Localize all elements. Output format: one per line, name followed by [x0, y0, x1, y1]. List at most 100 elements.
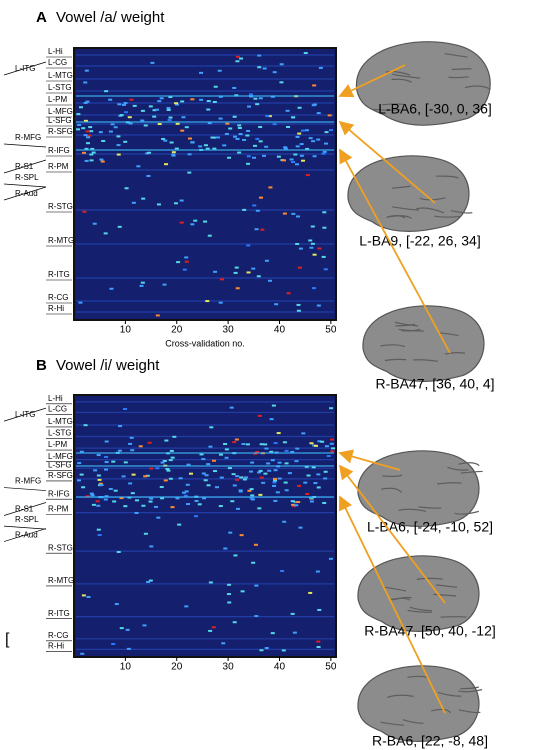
region-label: L-SFG	[48, 116, 72, 125]
brain-label: R-BA47, [36, 40, 4]	[375, 376, 494, 392]
heatmap-cell	[316, 640, 321, 643]
heatmap-cell	[98, 482, 103, 485]
x-tick-label: 10	[120, 662, 132, 673]
heatmap-cell	[272, 481, 277, 484]
heatmap-cell	[89, 159, 94, 162]
heatmap-cell	[323, 470, 328, 473]
heatmap-cell	[90, 147, 95, 150]
heatmap-cell	[275, 491, 280, 494]
heatmap-cell	[104, 495, 109, 498]
heatmap-cell	[305, 174, 310, 177]
heatmap-cell	[271, 404, 276, 407]
heatmap-cell	[263, 472, 268, 475]
heatmap-cell	[227, 467, 232, 470]
heatmap-cell	[219, 476, 224, 479]
heatmap-cell	[280, 569, 285, 572]
heatmap-cell	[258, 126, 263, 129]
heatmap-cell	[174, 147, 179, 150]
heatmap-cell	[247, 489, 252, 492]
heatmap-cell	[121, 103, 126, 106]
heatmap-cell	[103, 232, 108, 235]
heatmap-cell	[152, 109, 157, 112]
heatmap-cell	[259, 649, 264, 652]
heatmap-cell	[148, 579, 153, 582]
brain-sulcus	[437, 691, 462, 697]
brain-sulcus	[401, 328, 421, 332]
region-label: R-PM	[48, 505, 69, 514]
heatmap-cell	[316, 486, 321, 489]
heatmap-cell	[190, 98, 195, 101]
heatmap-cell	[309, 500, 314, 503]
heatmap-cell	[308, 137, 313, 140]
heatmap-cell	[284, 462, 289, 465]
heatmap-cell	[264, 447, 269, 450]
heatmap-cell	[163, 479, 168, 482]
heatmap-cell	[301, 159, 306, 162]
heatmap-cell	[98, 131, 103, 134]
heatmap-cell	[235, 55, 240, 58]
heatmap-cell	[330, 450, 335, 453]
outer-region-rule	[3, 61, 47, 76]
heatmap-cell	[277, 461, 282, 464]
heatmap-cell	[79, 473, 84, 476]
heatmap-cell	[246, 271, 251, 274]
heatmap-cell	[81, 127, 86, 130]
heatmap-cell	[83, 424, 88, 427]
heatmap-cell	[316, 645, 321, 648]
heatmap-cell	[317, 247, 322, 250]
heatmap-cell	[235, 287, 240, 290]
heatmap-cell	[242, 478, 247, 481]
heatmap-cell	[96, 528, 101, 531]
heatmap-cell	[306, 474, 311, 477]
heatmap-cell	[326, 455, 331, 458]
heatmap-cell	[311, 140, 316, 143]
heatmap-cell	[254, 584, 259, 587]
heatmap-cell	[284, 449, 289, 452]
brain-label: R-BA47, [50, 40, -12]	[364, 623, 496, 639]
region-label: R-SFG	[48, 471, 73, 480]
heatmap-cell	[244, 476, 249, 479]
heatmap-cell	[246, 129, 251, 132]
brain	[347, 155, 470, 232]
region-label: L-STG	[48, 429, 72, 438]
brain-sulcus	[440, 332, 459, 337]
heatmap-cell	[169, 449, 174, 452]
heatmap-cell	[199, 71, 204, 74]
heatmap-cell	[305, 492, 310, 495]
heatmap-cell	[249, 497, 254, 500]
heatmap-cell	[218, 505, 223, 508]
heatmap-cell	[212, 147, 217, 150]
heatmap-cell	[162, 459, 167, 462]
heatmap-cell	[232, 115, 237, 118]
heatmap-cell	[149, 497, 154, 500]
heatmap-cell	[204, 474, 209, 477]
heatmap-cell	[295, 163, 300, 166]
heatmap-cell	[206, 100, 211, 103]
region-label: R-Hi	[48, 304, 64, 313]
heatmap-cell	[242, 208, 247, 211]
region-label: L-Hi	[48, 394, 63, 403]
brain-sulcus	[380, 721, 405, 726]
heatmap-cell	[249, 488, 254, 491]
heatmap-cell	[164, 439, 169, 442]
heatmap-cell	[206, 463, 211, 466]
heatmap-cell	[246, 244, 251, 247]
heatmap-cell	[147, 151, 152, 154]
heatmap-cell	[316, 304, 321, 307]
heatmap-cell	[295, 447, 300, 450]
brain-sulcus	[460, 686, 479, 690]
heatmap-cell	[104, 468, 109, 471]
heatmap-cell	[173, 202, 178, 205]
heatmap-cell	[190, 223, 195, 226]
heatmap-cell	[309, 246, 314, 249]
brain-sulcus	[435, 584, 458, 588]
heatmap-cell	[295, 145, 300, 148]
heatmap-cell	[206, 484, 211, 487]
region-label: L-CG	[48, 405, 67, 414]
brain-sulcus	[392, 73, 421, 79]
brain-label: L-BA9, [-22, 26, 34]	[359, 233, 480, 249]
brain	[357, 665, 480, 742]
heatmap-cell	[118, 425, 123, 428]
heatmap-cell	[223, 547, 228, 550]
heatmap-cell	[171, 151, 176, 154]
